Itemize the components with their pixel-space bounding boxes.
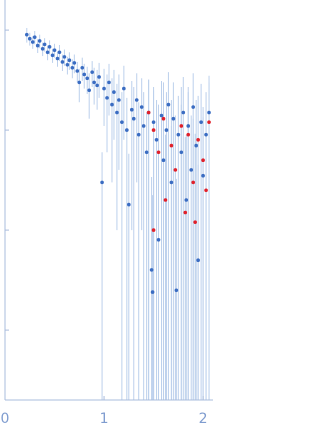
data-point <box>122 86 126 91</box>
data-point <box>159 113 164 118</box>
data-point <box>82 72 87 77</box>
data-point <box>194 143 198 148</box>
data-point <box>207 120 211 124</box>
data-point <box>62 55 67 59</box>
data-point <box>156 150 161 155</box>
data-point <box>107 80 111 85</box>
data-point <box>199 120 203 124</box>
data-point <box>184 198 189 202</box>
data-point <box>112 90 116 94</box>
data-point <box>72 61 77 65</box>
data-point <box>97 75 101 79</box>
data-point <box>120 120 124 124</box>
data-point <box>125 128 129 132</box>
data-point <box>47 45 52 49</box>
data-point <box>60 60 65 64</box>
data-point <box>204 188 208 193</box>
data-point <box>186 132 191 137</box>
data-point <box>193 220 197 224</box>
data-point <box>35 43 40 48</box>
data-point <box>196 258 200 263</box>
data-point <box>115 110 119 115</box>
data-point <box>127 202 131 207</box>
data-point <box>161 158 166 163</box>
data-point <box>201 173 205 178</box>
data-point <box>164 128 169 132</box>
data-point <box>65 62 70 67</box>
data-point <box>42 42 47 47</box>
x-tick-label: 1 <box>100 411 109 427</box>
data-point <box>150 290 155 294</box>
data-point <box>32 35 37 39</box>
data-point <box>201 158 205 163</box>
data-point <box>186 124 191 128</box>
data-point <box>156 237 161 242</box>
data-point <box>67 58 72 63</box>
data-point <box>95 83 99 88</box>
data-point <box>117 98 121 102</box>
data-point <box>169 180 174 185</box>
data-point <box>191 180 195 185</box>
data-point <box>151 128 156 132</box>
data-point <box>110 102 114 107</box>
data-point <box>136 132 141 137</box>
chart: 0 1 2 <box>1 0 213 427</box>
data-point <box>176 132 181 137</box>
data-point <box>179 150 184 155</box>
data-point <box>154 137 159 142</box>
data-point <box>173 168 178 172</box>
data-point <box>141 124 146 128</box>
data-point <box>77 80 82 85</box>
data-point <box>100 180 104 185</box>
data-point <box>189 168 194 172</box>
data-point <box>161 116 166 121</box>
x-tick-label: 0 <box>1 411 10 427</box>
data-point <box>92 80 96 85</box>
data-point <box>30 40 35 44</box>
data-point <box>149 268 154 272</box>
data-point <box>27 36 32 41</box>
data-point <box>57 50 62 55</box>
data-point <box>134 98 139 102</box>
data-point <box>37 39 42 43</box>
data-point <box>183 210 188 215</box>
data-point <box>144 150 149 155</box>
data-point <box>70 65 75 70</box>
data-point <box>75 69 80 73</box>
data-point <box>102 86 106 91</box>
data-point <box>129 107 134 112</box>
data-point <box>191 105 195 109</box>
data-point <box>80 65 85 70</box>
data-point <box>204 132 208 137</box>
data-point <box>45 50 50 55</box>
data-point <box>181 110 186 115</box>
data-point <box>87 88 91 93</box>
data-point <box>174 288 179 293</box>
data-point <box>40 47 45 51</box>
data-point <box>166 102 171 107</box>
data-point <box>151 120 156 124</box>
data-point <box>196 137 200 142</box>
data-point <box>171 116 176 121</box>
x-tick-label: 2 <box>199 411 208 427</box>
data-point <box>169 143 174 148</box>
data-point <box>55 56 60 61</box>
data-point <box>52 48 57 52</box>
data-point <box>179 124 184 128</box>
data-point <box>163 198 168 202</box>
data-point <box>131 116 136 121</box>
data-point <box>90 70 94 74</box>
data-point <box>146 110 151 115</box>
data-point <box>151 228 156 232</box>
data-point <box>50 53 55 58</box>
data-point <box>139 105 144 109</box>
data-point <box>105 96 109 100</box>
data-point <box>24 32 29 37</box>
data-point <box>207 110 211 115</box>
data-point <box>85 76 90 81</box>
